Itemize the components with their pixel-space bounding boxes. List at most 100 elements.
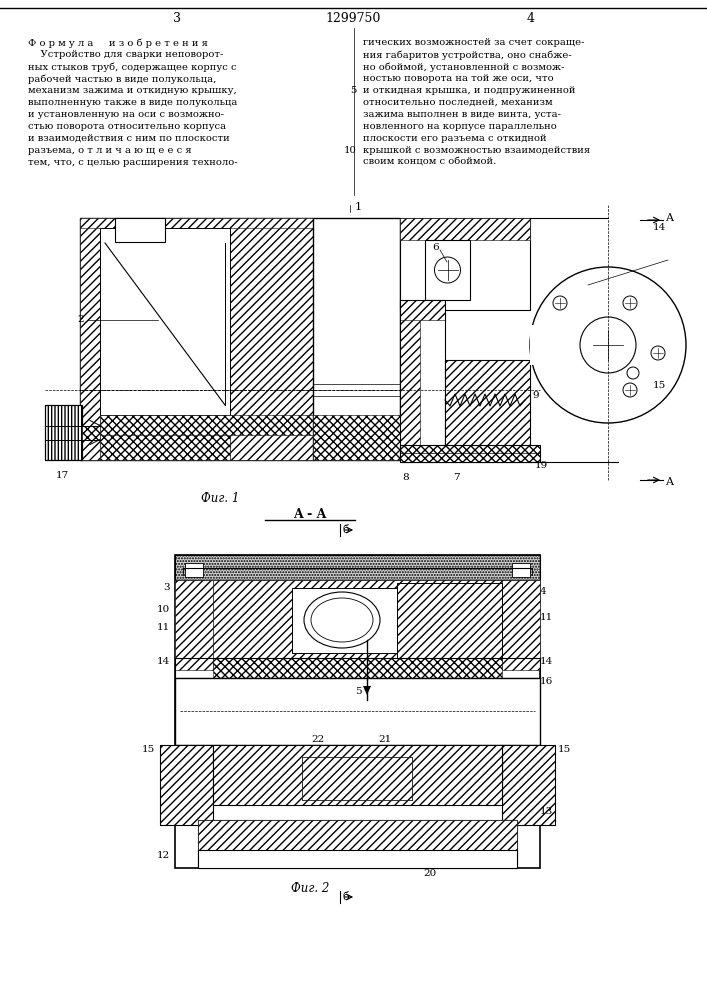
Text: ных стыков труб, содержащее корпус с: ных стыков труб, содержащее корпус с: [28, 62, 237, 72]
Text: 7: 7: [452, 473, 460, 482]
Text: 10: 10: [157, 605, 170, 614]
Polygon shape: [400, 218, 530, 310]
Polygon shape: [82, 426, 100, 440]
Text: новленного на корпусе параллельно: новленного на корпусе параллельно: [363, 122, 556, 131]
Polygon shape: [397, 583, 502, 658]
Polygon shape: [363, 686, 371, 695]
Text: б: б: [343, 892, 349, 902]
Text: Фиг. 2: Фиг. 2: [291, 882, 329, 894]
Polygon shape: [302, 757, 412, 800]
Text: 9: 9: [532, 390, 539, 399]
Text: и взаимодействия с ним по плоскости: и взаимодействия с ним по плоскости: [28, 134, 230, 143]
Text: 16: 16: [540, 678, 554, 686]
Text: 14: 14: [653, 224, 666, 232]
Polygon shape: [80, 218, 100, 460]
Polygon shape: [445, 360, 530, 462]
Text: своим концом с обоймой.: своим концом с обоймой.: [363, 158, 496, 167]
Polygon shape: [502, 745, 555, 825]
Polygon shape: [400, 445, 540, 462]
Text: рабочей частью в виде полукольца,: рабочей частью в виде полукольца,: [28, 74, 216, 84]
Text: 5: 5: [355, 686, 361, 696]
Text: 8: 8: [403, 473, 409, 482]
Polygon shape: [80, 218, 313, 460]
Polygon shape: [213, 658, 502, 678]
Text: ния габаритов устройства, оно снабже-: ния габаритов устройства, оно снабже-: [363, 50, 572, 60]
Polygon shape: [198, 850, 517, 868]
Text: зажима выполнен в виде винта, уста-: зажима выполнен в виде винта, уста-: [363, 110, 561, 119]
Text: A: A: [665, 477, 673, 487]
Polygon shape: [302, 757, 412, 800]
Text: 12: 12: [157, 852, 170, 860]
Text: 11: 11: [157, 624, 170, 633]
Text: 4: 4: [540, 587, 547, 596]
Text: б: б: [343, 525, 349, 535]
Text: Ф о р м у л а     и з о б р е т е н и я: Ф о р м у л а и з о б р е т е н и я: [28, 38, 208, 47]
Polygon shape: [292, 588, 422, 653]
Polygon shape: [115, 218, 165, 242]
Text: 5: 5: [350, 86, 356, 95]
Polygon shape: [230, 218, 313, 460]
Text: относительно последней, механизм: относительно последней, механизм: [363, 98, 553, 107]
Polygon shape: [175, 678, 540, 745]
Circle shape: [530, 267, 686, 423]
Text: 6: 6: [433, 243, 439, 252]
Polygon shape: [213, 580, 502, 670]
Polygon shape: [175, 580, 213, 670]
Text: Устройство для сварки неповорот-: Устройство для сварки неповорот-: [28, 50, 223, 59]
Polygon shape: [185, 563, 203, 577]
Polygon shape: [313, 218, 400, 460]
Text: стью поворота относительно корпуса: стью поворота относительно корпуса: [28, 122, 226, 131]
Polygon shape: [400, 300, 445, 320]
Text: крышкой с возможностью взаимодействия: крышкой с возможностью взаимодействия: [363, 146, 590, 155]
Text: 21: 21: [378, 736, 392, 744]
Polygon shape: [198, 820, 517, 868]
Text: 22: 22: [311, 736, 325, 744]
Polygon shape: [80, 218, 313, 228]
Polygon shape: [530, 325, 555, 365]
Text: гических возможностей за счет сокраще-: гических возможностей за счет сокраще-: [363, 38, 585, 47]
Text: но обоймой, установленной с возмож-: но обоймой, установленной с возмож-: [363, 62, 564, 72]
Text: 15: 15: [558, 746, 571, 754]
Text: Фиг. 1: Фиг. 1: [201, 491, 239, 504]
Text: 3: 3: [163, 584, 170, 592]
Polygon shape: [100, 415, 313, 435]
Text: ностью поворота на той же оси, что: ностью поворота на той же оси, что: [363, 74, 554, 83]
Text: выполненную также в виде полукольца: выполненную также в виде полукольца: [28, 98, 238, 107]
Polygon shape: [512, 563, 530, 577]
Polygon shape: [45, 405, 82, 460]
Text: 1: 1: [355, 202, 362, 212]
Text: и откидная крышка, и подпружиненной: и откидная крышка, и подпружиненной: [363, 86, 575, 95]
Polygon shape: [175, 555, 540, 580]
Polygon shape: [100, 228, 230, 415]
Text: 15: 15: [141, 746, 155, 754]
Text: 20: 20: [423, 868, 437, 878]
Text: 15: 15: [653, 380, 666, 389]
Polygon shape: [502, 580, 540, 670]
Text: A: A: [665, 213, 673, 223]
Polygon shape: [425, 240, 470, 300]
Text: и установленную на оси с возможно-: и установленную на оси с возможно-: [28, 110, 224, 119]
Text: тем, что, с целью расширения техноло-: тем, что, с целью расширения техноло-: [28, 158, 238, 167]
Text: разъема, о т л и ч а ю щ е е с я: разъема, о т л и ч а ю щ е е с я: [28, 146, 192, 155]
Text: 3: 3: [173, 11, 181, 24]
Text: A - A: A - A: [293, 508, 327, 522]
Text: 1299750: 1299750: [326, 11, 381, 24]
Polygon shape: [100, 415, 230, 460]
Text: 19: 19: [535, 462, 548, 471]
Polygon shape: [213, 745, 502, 805]
Text: 14: 14: [157, 658, 170, 666]
Polygon shape: [160, 745, 213, 825]
Text: 10: 10: [344, 146, 356, 155]
Text: механизм зажима и откидную крышку,: механизм зажима и откидную крышку,: [28, 86, 237, 95]
Polygon shape: [313, 415, 400, 460]
Text: 14: 14: [540, 658, 554, 666]
Text: 11: 11: [540, 613, 554, 622]
Polygon shape: [400, 300, 420, 462]
Text: плоскости его разъема с откидной: плоскости его разъема с откидной: [363, 134, 547, 143]
Polygon shape: [400, 218, 530, 240]
Text: 4: 4: [526, 11, 534, 24]
Polygon shape: [175, 555, 540, 868]
Text: 17: 17: [55, 472, 69, 481]
Polygon shape: [198, 820, 517, 868]
Text: 13: 13: [540, 808, 554, 816]
